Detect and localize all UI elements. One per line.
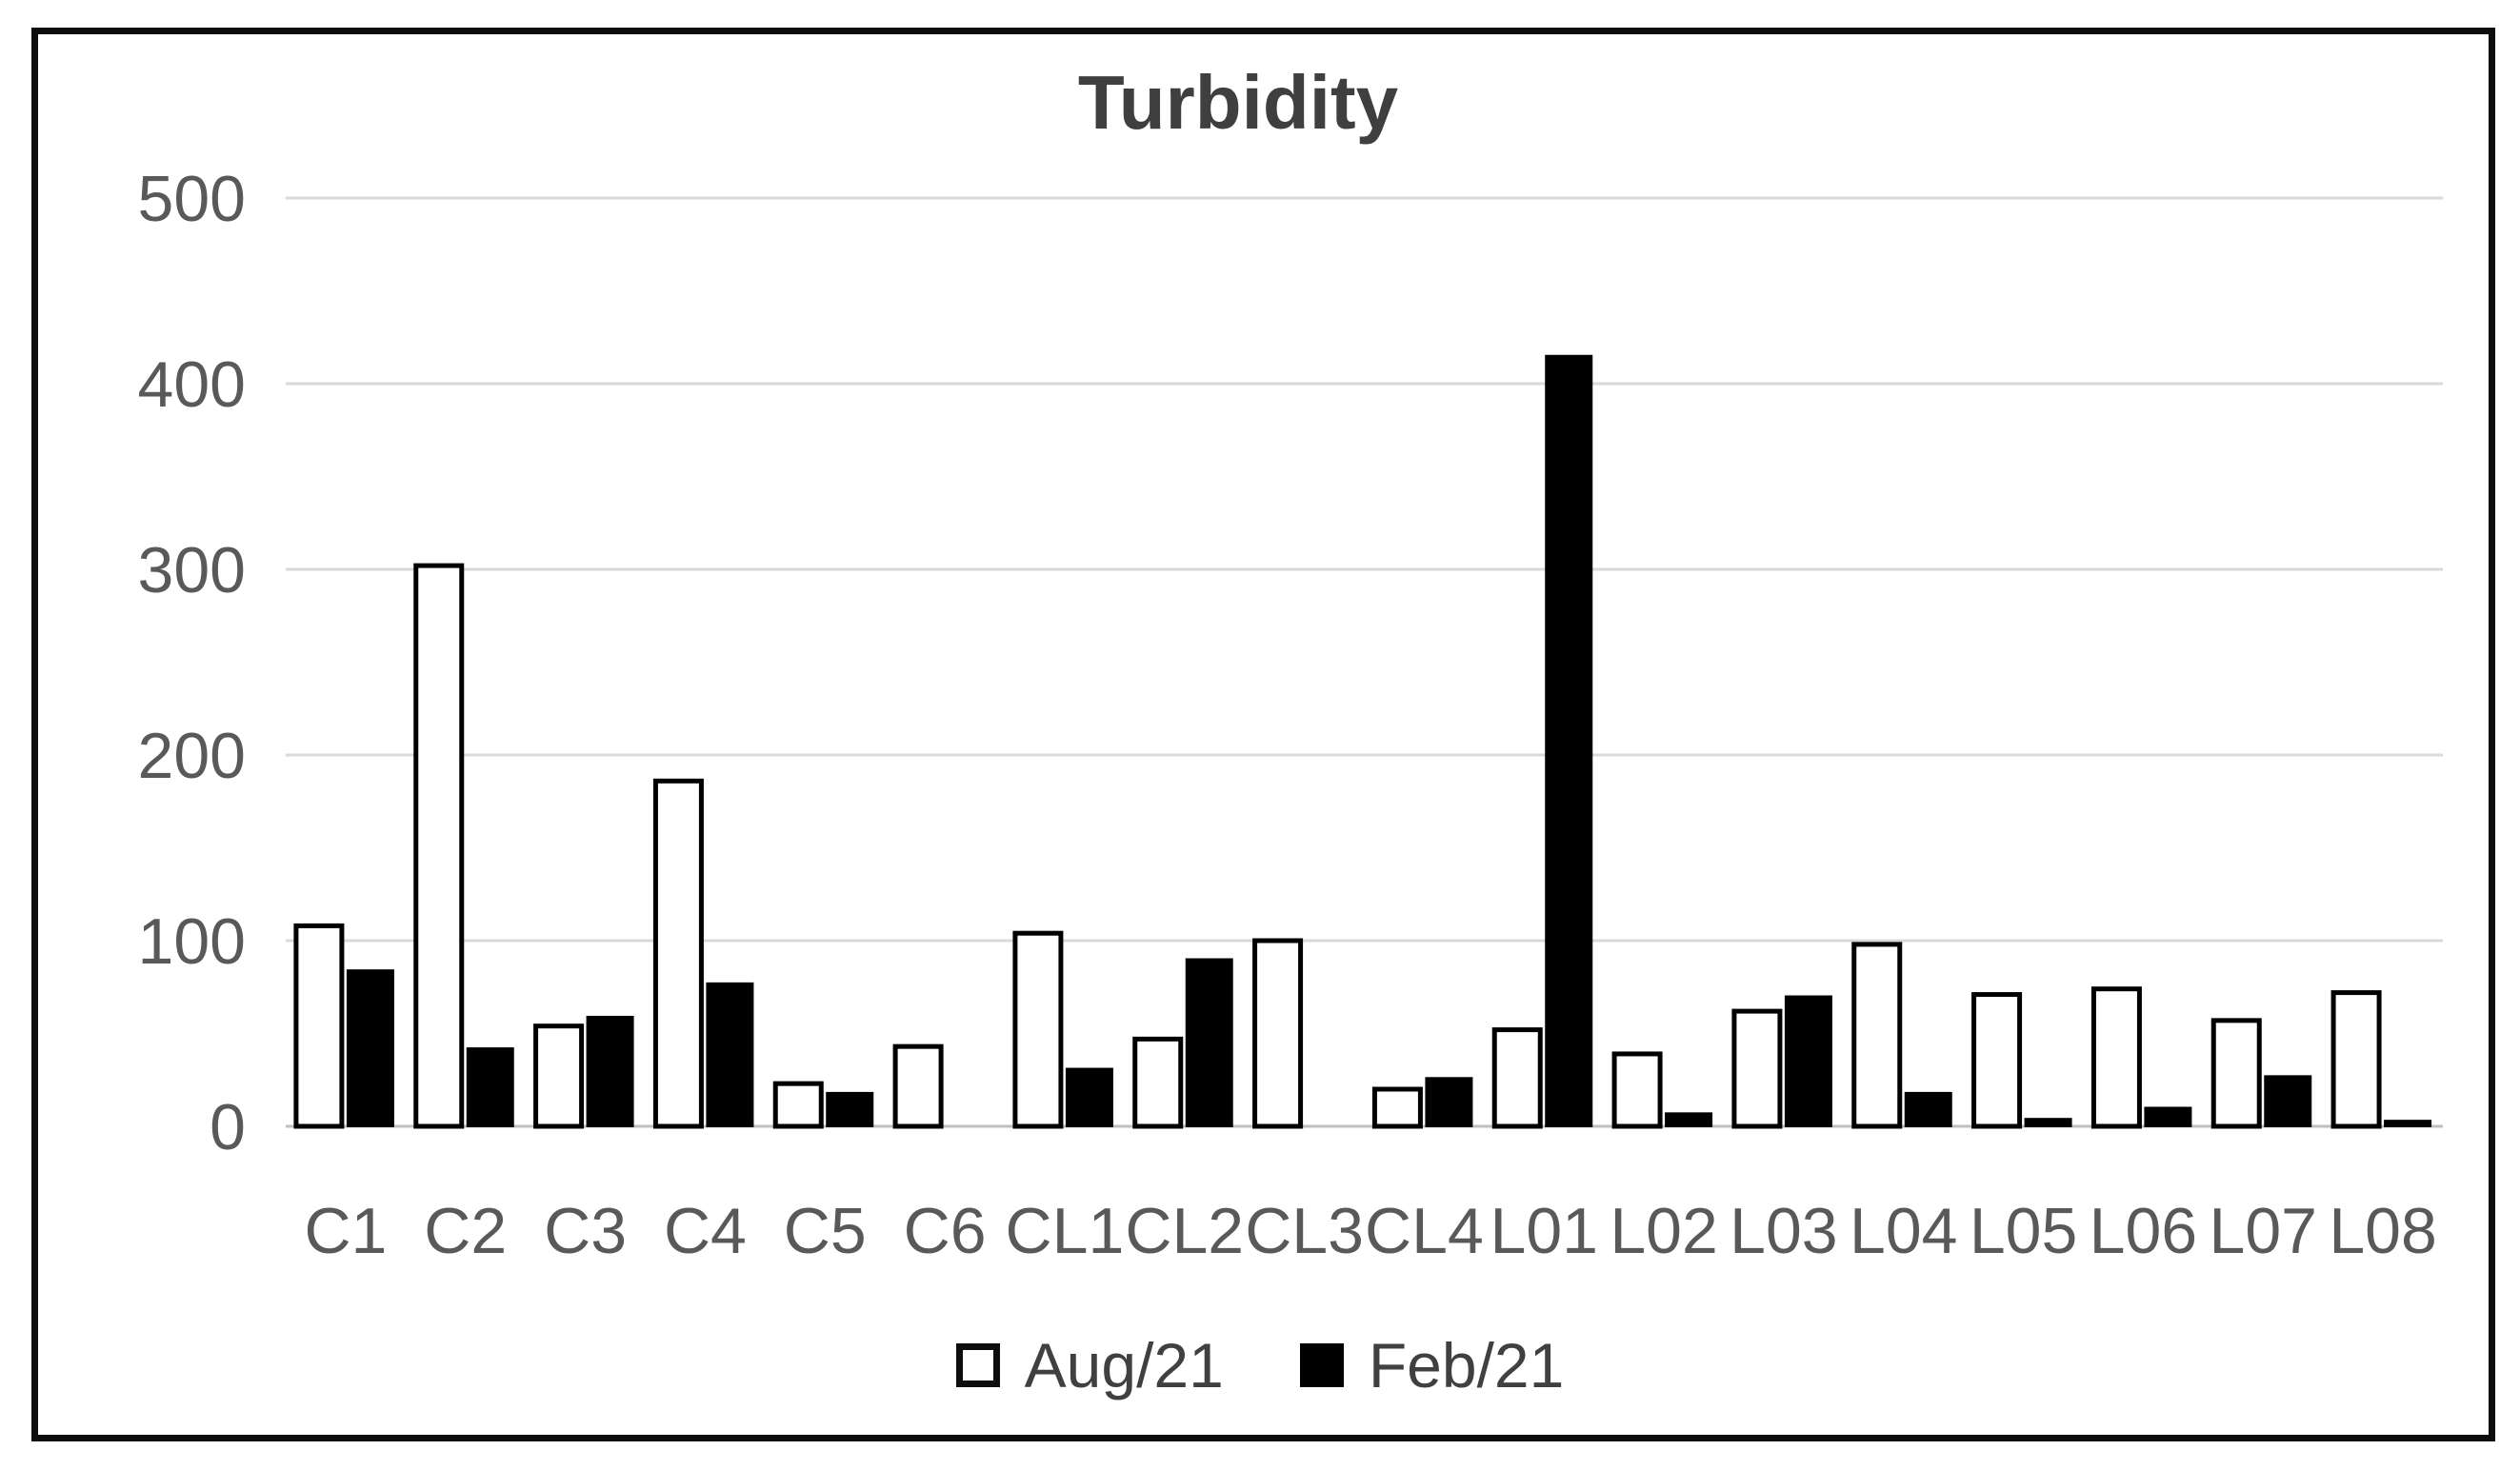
x-category-label-C4: C4 [664,1195,747,1267]
bar-aug-C3 [533,1023,585,1129]
x-category-label-C6: C6 [904,1195,987,1267]
bar-feb-L02 [1665,1112,1713,1127]
bar-aug-L03 [1731,1008,1783,1129]
x-category-label-C1: C1 [304,1195,387,1267]
x-category-label-C5: C5 [784,1195,867,1267]
bar-aug-CL4 [1371,1086,1423,1129]
chart-title: Turbidity [1077,60,1399,145]
legend-item-aug: Aug/21 [955,1329,1224,1401]
legend-item-feb: Feb/21 [1299,1329,1565,1401]
y-tick-label-0: 0 [210,1091,246,1163]
y-axis-tick-labels: 0 100 200 300 400 500 [138,163,246,1163]
bar-feb-C2 [466,1047,514,1127]
x-category-label-L02: L02 [1610,1195,1717,1267]
y-gridlines [286,196,2443,1128]
bar-feb-L01 [1545,354,1593,1127]
bar-feb-C4 [706,982,754,1127]
legend-swatch-aug-icon [955,1343,1000,1387]
bar-aug-L04 [1851,942,1903,1129]
x-category-label-CL2: CL2 [1125,1195,1244,1267]
bar-aug-C6 [892,1043,944,1129]
x-category-label-CL1: CL1 [1006,1195,1125,1267]
x-category-label-C3: C3 [544,1195,627,1267]
bar-feb-L05 [2024,1118,2072,1127]
bar-feb-L03 [1784,995,1832,1127]
bar-aug-CL2 [1132,1036,1184,1129]
bar-feb-L04 [1904,1091,1952,1128]
y-tick-label-500: 500 [138,163,246,235]
bar-aug-L07 [2210,1018,2262,1129]
y-tick-label-200: 200 [138,720,246,792]
legend-label-aug: Aug/21 [1024,1330,1224,1400]
y-tick-label-300: 300 [138,534,246,606]
x-category-label-CL4: CL4 [1365,1195,1484,1267]
x-category-label-L08: L08 [2329,1195,2436,1267]
x-category-label-C2: C2 [424,1195,507,1267]
x-axis-category-labels: C1 C2 C3 C4 C5 C6 CL1 CL2 CL3 CL4 L01 L02 L03 L04 L05 L… [304,1195,2436,1267]
y-tick-label-100: 100 [138,905,246,978]
bar-aug-CL1 [1012,930,1064,1129]
bar-feb-L07 [2264,1075,2312,1127]
bars [293,354,2432,1129]
bar-feb-L08 [2384,1120,2432,1128]
bar-feb-C5 [826,1091,874,1128]
bar-feb-C3 [586,1015,634,1127]
bar-aug-C2 [413,563,465,1129]
x-category-label-L05: L05 [1970,1195,2077,1267]
bar-feb-CL2 [1185,958,1233,1127]
x-category-label-CL3: CL3 [1245,1195,1364,1267]
bar-feb-L06 [2144,1106,2192,1127]
legend: Aug/21 Feb/21 [0,1329,2520,1401]
x-category-label-L06: L06 [2090,1195,2197,1267]
bar-aug-L01 [1491,1027,1543,1129]
bar-feb-CL1 [1065,1067,1113,1128]
y-tick-label-400: 400 [138,348,246,421]
bar-aug-L02 [1611,1051,1663,1129]
bar-aug-C4 [652,778,704,1129]
bar-aug-CL3 [1252,938,1304,1129]
bar-aug-L06 [2090,986,2142,1129]
x-category-label-L04: L04 [1850,1195,1957,1267]
bar-feb-CL4 [1425,1077,1473,1128]
bar-aug-L05 [1971,992,2023,1129]
x-category-label-L03: L03 [1730,1195,1837,1267]
bar-aug-C5 [772,1081,824,1129]
bar-feb-C1 [346,969,394,1128]
x-category-label-L01: L01 [1490,1195,1598,1267]
legend-swatch-feb-icon [1299,1343,1344,1387]
x-category-label-L07: L07 [2210,1195,2317,1267]
chart-border-frame [31,28,2495,1441]
legend-label-feb: Feb/21 [1368,1330,1565,1400]
bar-aug-C1 [293,923,345,1129]
bar-aug-L08 [2330,990,2382,1129]
